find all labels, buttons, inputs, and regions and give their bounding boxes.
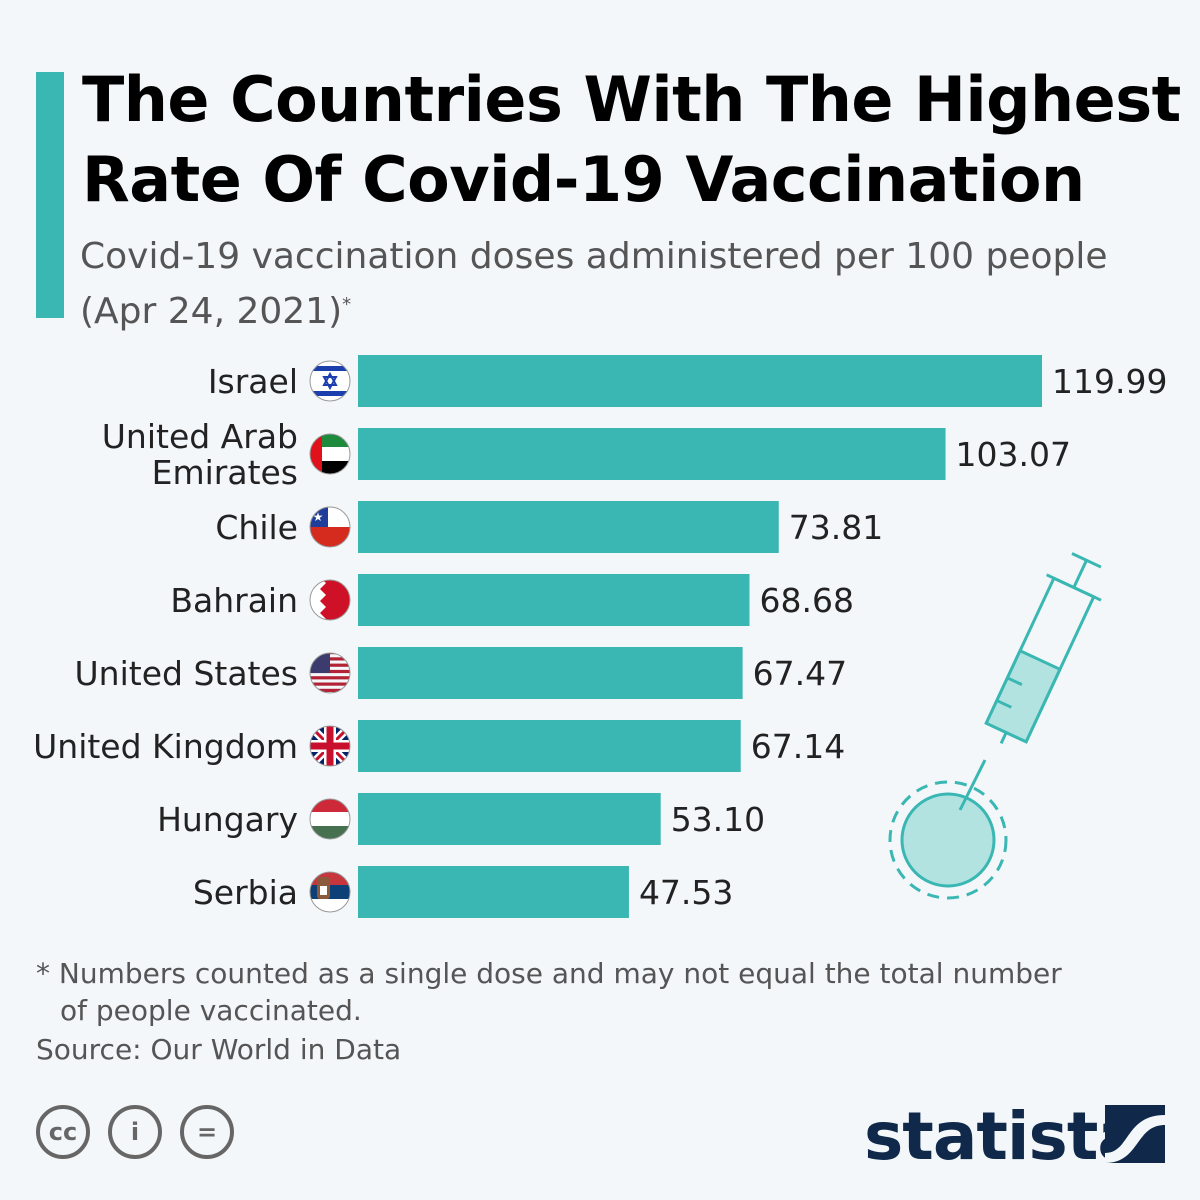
value-label: 103.07 (956, 435, 1071, 474)
value-label: 73.81 (789, 508, 883, 547)
attribution-icon[interactable]: i (108, 1105, 162, 1159)
creative-commons-icon[interactable]: cc (36, 1105, 90, 1159)
value-label: 67.14 (751, 727, 845, 766)
value-label: 119.99 (1052, 362, 1167, 401)
title-accent-bar (36, 72, 64, 318)
by-glyph: i (130, 1118, 140, 1146)
source-text: Source: Our World in Data (36, 1033, 402, 1066)
nd-glyph: = (196, 1118, 218, 1146)
svg-text:★: ★ (313, 510, 324, 524)
uk-flag-icon (310, 726, 350, 766)
category-label: Hungary (157, 800, 298, 839)
footnote: * Numbers counted as a single dose and m… (36, 955, 1062, 1029)
syringe-illustration (888, 552, 1102, 900)
no-derivatives-icon[interactable]: = (180, 1105, 234, 1159)
category-label: United Kingdom (33, 727, 298, 766)
uae-flag-icon (310, 434, 350, 474)
category-label: United Arab (102, 417, 298, 456)
israel-flag-icon (310, 361, 350, 401)
subtitle-date: (Apr 24, 2021) (80, 291, 343, 332)
category-label: Bahrain (170, 581, 298, 620)
bahrain-flag-icon (310, 580, 350, 620)
bar-bahrain (358, 574, 750, 626)
bar-hungary (358, 793, 661, 845)
category-label: Emirates (152, 453, 298, 492)
bar-united-arab-emirates (358, 428, 946, 480)
value-label: 68.68 (760, 581, 854, 620)
chile-flag-icon: ★ (310, 507, 350, 547)
statista-logo-mark-icon (1105, 1105, 1165, 1163)
value-label: 67.47 (753, 654, 847, 693)
footnote-line1: * Numbers counted as a single dose and m… (36, 957, 1062, 990)
category-label: Chile (215, 508, 298, 547)
category-label: Serbia (193, 873, 298, 912)
statista-logo[interactable]: statista (864, 1098, 1142, 1175)
bar-united-states (358, 647, 743, 699)
bar-united-kingdom (358, 720, 741, 772)
category-label: United States (75, 654, 298, 693)
hungary-flag-icon (310, 799, 350, 839)
serbia-flag-icon (310, 872, 350, 912)
footnote-line2: of people vaccinated. (60, 994, 362, 1027)
category-label: Israel (208, 362, 298, 401)
value-label: 53.10 (671, 800, 765, 839)
bar-chile (358, 501, 779, 553)
chart-title: The Countries With The Highest Rate Of C… (82, 63, 1181, 216)
bar-serbia (358, 866, 629, 918)
cc-glyph: cc (48, 1118, 78, 1146)
subtitle-mark: * (342, 294, 352, 315)
chart-subtitle: Covid-19 vaccination doses administered … (80, 233, 1180, 336)
bar-israel (358, 355, 1042, 407)
value-label: 47.53 (639, 873, 733, 912)
subtitle-text: Covid-19 vaccination doses administered … (80, 236, 1108, 277)
